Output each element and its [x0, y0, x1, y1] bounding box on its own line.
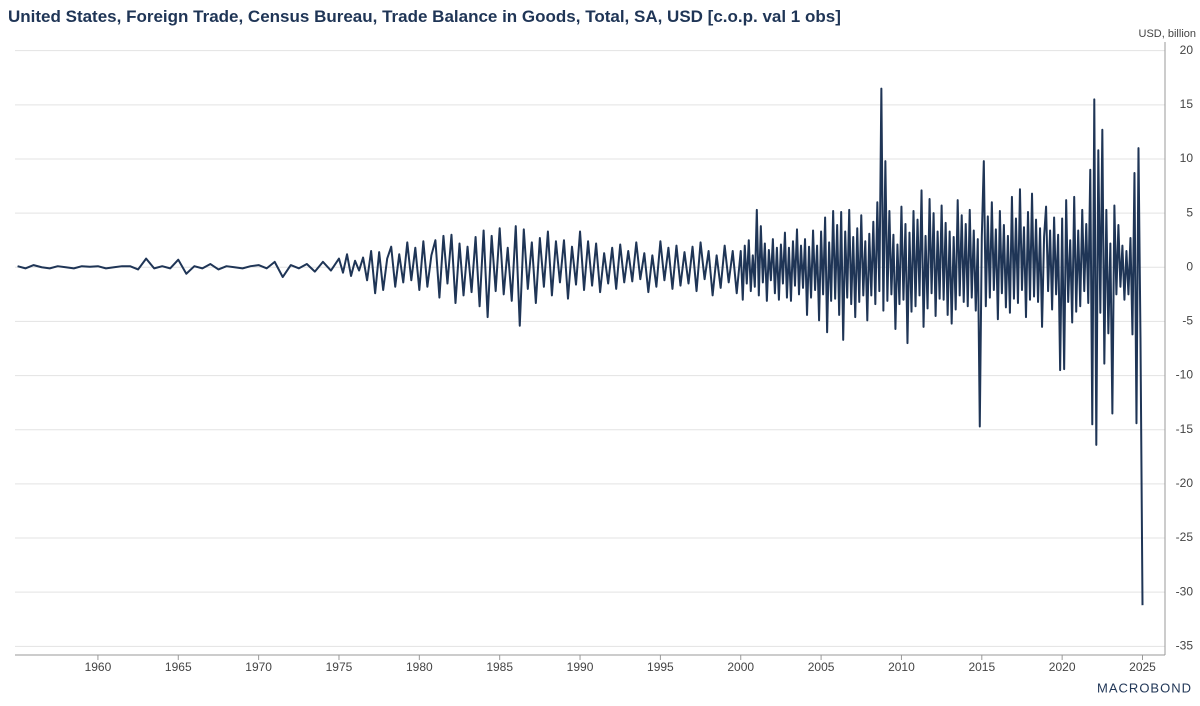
- x-tick-label: 1975: [326, 660, 353, 674]
- x-tick-label: 1970: [245, 660, 272, 674]
- x-tick-label: 1985: [486, 660, 513, 674]
- x-tick-label: 2010: [888, 660, 915, 674]
- data-line: [17, 87, 1144, 606]
- y-tick-label: 0: [1186, 259, 1193, 273]
- x-tick-label: 1980: [406, 660, 433, 674]
- y-tick-label: -15: [1176, 422, 1194, 436]
- x-tick-label: 2025: [1129, 660, 1156, 674]
- x-tick-label: 1965: [165, 660, 192, 674]
- y-tick-label: -35: [1176, 639, 1194, 653]
- x-tick-label: 1990: [567, 660, 594, 674]
- x-tick-label: 2020: [1049, 660, 1076, 674]
- y-tick-label: -30: [1176, 584, 1194, 598]
- y-tick-label: -20: [1176, 476, 1194, 490]
- y-tick-label: -5: [1182, 314, 1193, 328]
- y-tick-label: 20: [1180, 43, 1194, 57]
- y-axis-label: USD, billion: [1139, 28, 1196, 40]
- x-tick-label: 1960: [85, 660, 112, 674]
- y-tick-label: -25: [1176, 530, 1194, 544]
- y-tick-label: 5: [1186, 205, 1193, 219]
- y-tick-label: 15: [1180, 97, 1194, 111]
- x-tick-label: 2000: [727, 660, 754, 674]
- y-tick-label: -10: [1176, 368, 1194, 382]
- x-tick-label: 2015: [968, 660, 995, 674]
- source-logo: MACROBOND: [1097, 680, 1192, 695]
- x-tick-label: 2005: [808, 660, 835, 674]
- chart-title: United States, Foreign Trade, Census Bur…: [8, 7, 841, 26]
- y-tick-label: 10: [1180, 151, 1194, 165]
- x-tick-label: 1995: [647, 660, 674, 674]
